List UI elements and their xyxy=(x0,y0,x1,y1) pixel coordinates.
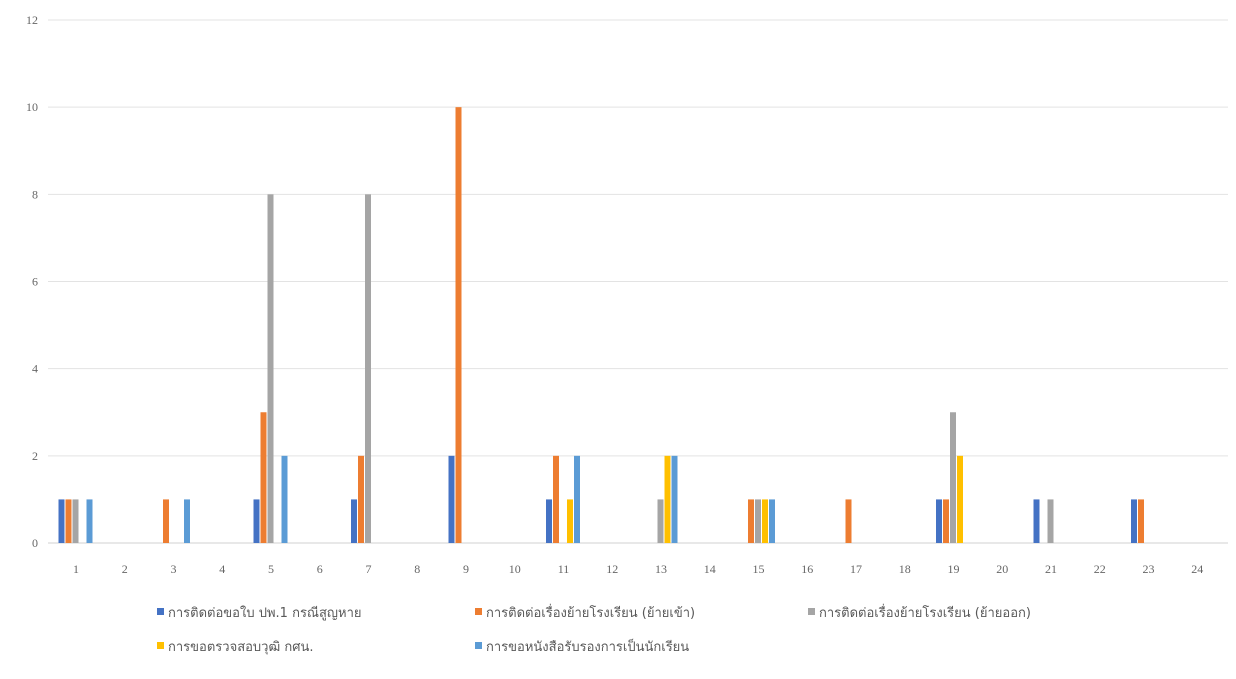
bar-series-2-cat-1 xyxy=(65,499,72,543)
bar-series-5-cat-3 xyxy=(184,499,190,543)
legend-item-5: การขอหนังสือรับรองการเป็นนักเรียน xyxy=(475,637,689,655)
y-tick-label-12: 12 xyxy=(26,13,38,27)
bar-series-2-cat-5 xyxy=(260,412,267,543)
x-tick-label-19: 19 xyxy=(948,562,960,576)
x-tick-label-15: 15 xyxy=(753,562,765,576)
x-tick-label-8: 8 xyxy=(414,562,420,576)
legend-label-2: การติดต่อเรื่องย้ายโรงเรียน (ย้ายเข้า) xyxy=(486,604,695,621)
bar-series-1-cat-23 xyxy=(1131,499,1137,543)
x-tick-label-5: 5 xyxy=(268,562,274,576)
bar-series-1-cat-19 xyxy=(936,499,942,543)
legend-item-1: การติดต่อขอใบ ปพ.1 กรณีสูญหาย xyxy=(157,605,361,621)
bar-series-1-cat-1 xyxy=(58,499,65,543)
bar-series-2-cat-19 xyxy=(943,499,949,543)
y-tick-labels: 0 2 4 6 8 10 12 xyxy=(26,13,38,550)
bar-series-1-cat-11 xyxy=(546,499,552,543)
x-tick-label-2: 2 xyxy=(122,562,128,576)
x-tick-label-17: 17 xyxy=(850,562,862,576)
bar-series-1-cat-5 xyxy=(253,499,260,543)
x-tick-label-24: 24 xyxy=(1191,562,1203,576)
x-tick-label-18: 18 xyxy=(899,562,911,576)
x-tick-label-6: 6 xyxy=(317,562,323,576)
legend-swatch-3 xyxy=(808,608,815,615)
bar-series-3-cat-5 xyxy=(267,194,274,544)
bar-series-2-cat-23 xyxy=(1138,499,1144,543)
legend-swatch-2 xyxy=(475,608,482,615)
bar-series-2-cat-7 xyxy=(358,455,364,543)
x-tick-label-20: 20 xyxy=(996,562,1008,576)
bar-series-5-cat-1 xyxy=(86,499,93,543)
y-tick-label-8: 8 xyxy=(32,187,38,201)
bar-series-3-cat-13 xyxy=(657,499,664,543)
bar-series-5-cat-13 xyxy=(671,455,678,543)
legend-swatch-1 xyxy=(157,608,164,615)
x-tick-label-11: 11 xyxy=(558,562,570,576)
bar-series-1-cat-9 xyxy=(448,455,455,543)
bar-series-3-cat-15 xyxy=(755,499,761,543)
x-tick-label-3: 3 xyxy=(171,562,177,576)
bar-series-5-cat-5 xyxy=(281,455,288,543)
bar-series-5-cat-11 xyxy=(574,455,580,543)
x-tick-label-21: 21 xyxy=(1045,562,1057,576)
legend-label-3: การติดต่อเรื่องย้ายโรงเรียน (ย้ายออก) xyxy=(819,604,1031,621)
bar-series-3-cat-7 xyxy=(365,194,371,544)
bar-series-3-cat-1 xyxy=(72,499,79,543)
bar-series-3-cat-21 xyxy=(1047,499,1054,543)
x-tick-label-13: 13 xyxy=(655,562,667,576)
bar-series-3-cat-19 xyxy=(950,412,956,543)
x-tick-label-23: 23 xyxy=(1143,562,1155,576)
x-tick-label-16: 16 xyxy=(801,562,813,576)
bar-series-2-cat-3 xyxy=(163,499,169,543)
legend-swatch-5 xyxy=(475,642,482,649)
bar-series-2-cat-11 xyxy=(553,455,559,543)
x-tick-label-10: 10 xyxy=(509,562,521,576)
bar-series-1-cat-7 xyxy=(351,499,357,543)
x-tick-label-1: 1 xyxy=(73,562,79,576)
bar-series-4-cat-19 xyxy=(957,455,963,543)
y-tick-label-6: 6 xyxy=(32,275,38,289)
bar-series-2-cat-9 xyxy=(455,107,462,544)
legend-label-5: การขอหนังสือรับรองการเป็นนักเรียน xyxy=(486,637,689,655)
legend-swatch-4 xyxy=(157,642,164,649)
x-tick-label-22: 22 xyxy=(1094,562,1106,576)
x-tick-label-14: 14 xyxy=(704,562,716,576)
legend-item-2: การติดต่อเรื่องย้ายโรงเรียน (ย้ายเข้า) xyxy=(475,604,695,621)
x-tick-labels: 1 2 3 4 5 6 7 8 9 10 11 12 13 14 15 16 17 18 19 20 21 22 23 24 xyxy=(73,562,1203,576)
x-tick-label-4: 4 xyxy=(219,562,225,576)
bar-series-4-cat-11 xyxy=(567,499,573,543)
bar-series-2-cat-15 xyxy=(748,499,754,543)
y-tick-label-10: 10 xyxy=(26,100,38,114)
bars-layer xyxy=(58,107,1144,544)
bar-series-4-cat-15 xyxy=(762,499,768,543)
legend-label-4: การขอตรวจสอบวุฒิ กศน. xyxy=(168,640,314,655)
legend-item-4: การขอตรวจสอบวุฒิ กศน. xyxy=(157,640,314,655)
legend-item-3: การติดต่อเรื่องย้ายโรงเรียน (ย้ายออก) xyxy=(808,604,1031,621)
bar-series-5-cat-15 xyxy=(769,499,775,543)
bar-series-1-cat-21 xyxy=(1033,499,1040,543)
legend-label-1: การติดต่อขอใบ ปพ.1 กรณีสูญหาย xyxy=(168,605,361,621)
bar-series-2-cat-17 xyxy=(845,499,852,543)
y-tick-label-4: 4 xyxy=(32,362,38,376)
x-tick-label-12: 12 xyxy=(606,562,618,576)
grid-layer xyxy=(48,19,1228,544)
x-tick-label-7: 7 xyxy=(366,562,372,576)
y-tick-label-2: 2 xyxy=(32,449,38,463)
x-tick-label-9: 9 xyxy=(463,562,469,576)
y-tick-label-0: 0 xyxy=(32,536,38,550)
bar-series-4-cat-13 xyxy=(664,455,671,543)
legend: การติดต่อขอใบ ปพ.1 กรณีสูญหาย การติดต่อเร… xyxy=(157,604,1031,655)
